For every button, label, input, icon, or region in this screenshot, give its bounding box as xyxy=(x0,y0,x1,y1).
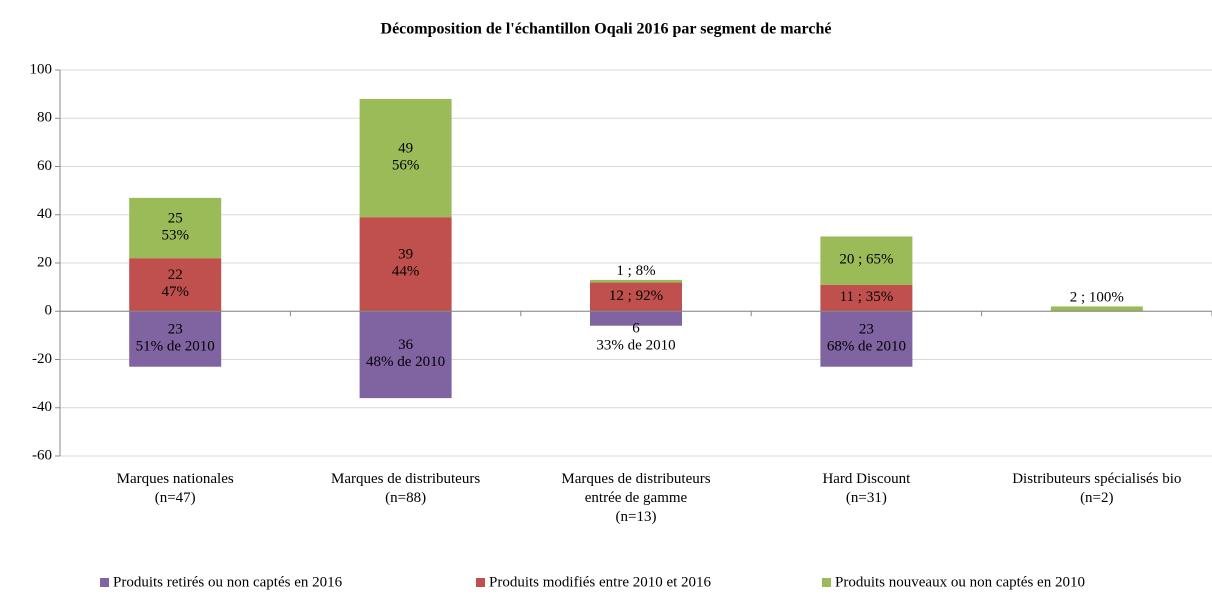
bar xyxy=(359,98,452,218)
bar xyxy=(820,311,913,367)
x-tick-label: Marques de distributeurs (n=88) xyxy=(331,471,480,506)
data-label-line: 12 ; 92% xyxy=(609,288,663,304)
y-tick-label: 20 xyxy=(37,254,52,270)
data-label: 49 56% xyxy=(392,141,420,174)
x-tick-label-line: Marques nationales xyxy=(117,471,234,487)
data-label: 23 68% de 2010 xyxy=(827,322,906,355)
chart-title: Décomposition de l'échantillon Oqali 201… xyxy=(381,21,832,38)
legend-swatch xyxy=(476,578,485,587)
bar xyxy=(359,217,452,312)
data-label-line: 68% de 2010 xyxy=(827,339,906,355)
x-tick-label-line: Distributeurs spécialisés bio xyxy=(1012,471,1181,487)
data-label: 20 ; 65% xyxy=(839,252,893,268)
data-label: 23 51% de 2010 xyxy=(136,322,215,355)
x-tick-label-line: entrée de gamme xyxy=(585,490,688,506)
legend-label: Produits nouveaux ou non captés en 2010 xyxy=(835,574,1085,590)
data-label-line: 2 ; 100% xyxy=(1070,290,1124,306)
bar xyxy=(359,311,452,399)
x-tick-label: Hard Discount (n=31) xyxy=(822,471,911,506)
bar xyxy=(590,311,682,326)
bar xyxy=(129,258,222,312)
bar xyxy=(590,279,682,283)
data-label: 12 ; 92% xyxy=(609,288,663,304)
data-label: 6 33% de 2010 xyxy=(596,321,675,354)
x-tick-label: Distributeurs spécialisés bio (n=2) xyxy=(1012,471,1181,506)
x-tick-label-line: (n=13) xyxy=(616,509,657,525)
x-tick-label-line: Marques de distributeurs xyxy=(331,471,480,487)
data-label-line: 51% de 2010 xyxy=(136,339,215,355)
data-label-line: 20 ; 65% xyxy=(839,252,893,268)
bar xyxy=(820,236,913,285)
legend-label: Produits modifiés entre 2010 et 2016 xyxy=(489,574,712,590)
data-label: 25 53% xyxy=(161,211,189,244)
data-label-line: 6 xyxy=(632,321,640,337)
legend-label: Produits retirés ou non captés en 2016 xyxy=(113,574,343,590)
y-tick-label: 40 xyxy=(37,206,52,222)
data-label: 2 ; 100% xyxy=(1070,290,1124,306)
data-label: 36 48% de 2010 xyxy=(366,338,445,371)
data-label: 1 ; 8% xyxy=(616,263,655,279)
data-label-line: 33% de 2010 xyxy=(596,338,675,354)
data-label-line: 22 xyxy=(168,268,183,284)
data-label-line: 39 xyxy=(398,247,413,263)
x-tick-label-line: (n=88) xyxy=(385,490,426,506)
data-label: 22 47% xyxy=(161,268,189,301)
x-tick-label-line: Hard Discount xyxy=(822,471,911,487)
data-label-line: 23 xyxy=(168,322,183,338)
y-tick-label: 60 xyxy=(37,158,52,174)
bar xyxy=(590,282,682,312)
bar xyxy=(129,197,222,259)
bar xyxy=(1050,306,1143,312)
data-label-line: 25 xyxy=(168,211,183,227)
x-tick-label-line: (n=2) xyxy=(1080,490,1113,506)
y-tick-label: -20 xyxy=(32,351,52,367)
data-label-line: 47% xyxy=(161,285,189,301)
data-label-line: 23 xyxy=(859,322,874,338)
data-label-line: 44% xyxy=(392,264,420,280)
x-tick-label: Marques de distributeurs entrée de gamme (… xyxy=(561,471,710,525)
bar xyxy=(129,311,222,367)
x-tick-label-line: (n=47) xyxy=(155,490,196,506)
data-label: 11 ; 35% xyxy=(840,289,894,305)
x-tick-label-line: (n=31) xyxy=(846,490,887,506)
y-tick-label: 80 xyxy=(37,110,52,126)
data-label-line: 53% xyxy=(161,228,189,244)
data-label-line: 49 xyxy=(398,141,413,157)
x-tick-label: Marques nationales (n=47) xyxy=(117,471,234,506)
y-tick-label: -60 xyxy=(32,447,52,463)
y-tick-label: 0 xyxy=(45,303,53,319)
bar xyxy=(820,284,913,312)
legend-swatch xyxy=(100,578,109,587)
y-tick-label: 100 xyxy=(30,61,53,77)
legend-swatch xyxy=(822,578,831,587)
data-label-line: 11 ; 35% xyxy=(840,289,894,305)
data-label: 39 44% xyxy=(392,247,420,280)
data-label-line: 1 ; 8% xyxy=(616,263,655,279)
data-label-line: 36 xyxy=(398,338,414,354)
x-tick-label-line: Marques de distributeurs xyxy=(561,471,710,487)
data-label-line: 48% de 2010 xyxy=(366,355,445,371)
data-label-line: 56% xyxy=(392,158,420,174)
y-tick-label: -40 xyxy=(32,399,52,415)
